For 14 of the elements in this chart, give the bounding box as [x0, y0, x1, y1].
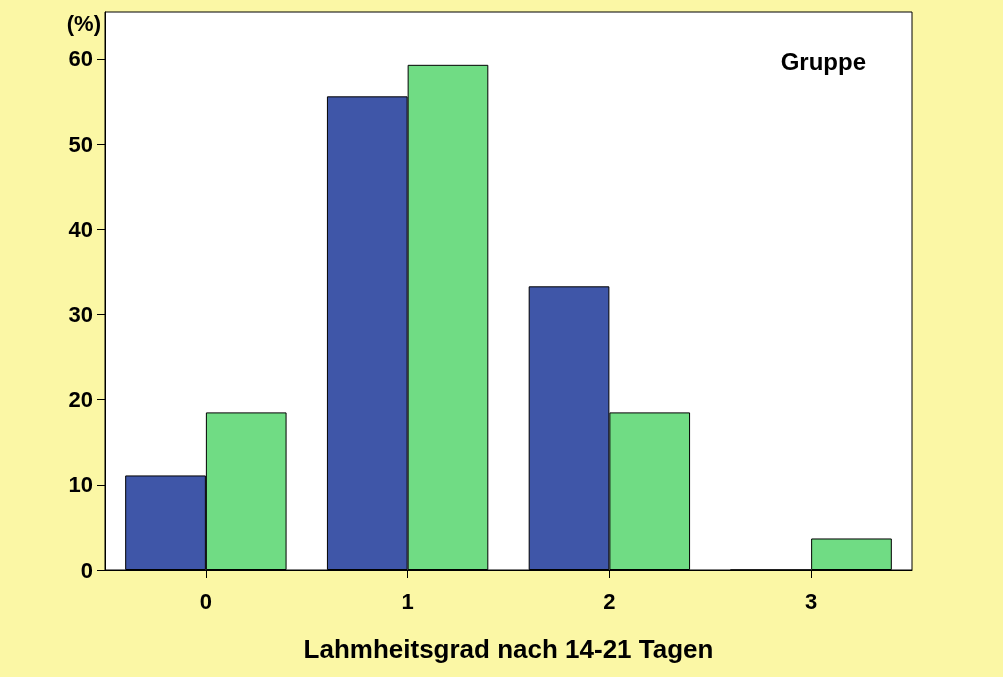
y-tick-label: 10: [68, 472, 93, 498]
y-tick-label: 60: [68, 46, 93, 72]
y-tick-label: 40: [68, 216, 93, 242]
y-tick-label: 0: [80, 557, 93, 583]
legend-title: Gruppe: [780, 47, 867, 75]
x-tick-label: 3: [805, 588, 818, 614]
x-tick-label: 0: [199, 588, 212, 614]
y-axis-title: (%): [66, 10, 101, 36]
y-tick-label: 20: [68, 387, 93, 413]
x-tick-label: 1: [401, 588, 414, 614]
x-tick-label: 2: [603, 588, 616, 614]
y-tick-label: 50: [68, 131, 93, 157]
y-tick-label: 30: [68, 301, 93, 327]
x-axis-title: Lahmheitsgrad nach 14-21 Tagen: [303, 634, 714, 664]
